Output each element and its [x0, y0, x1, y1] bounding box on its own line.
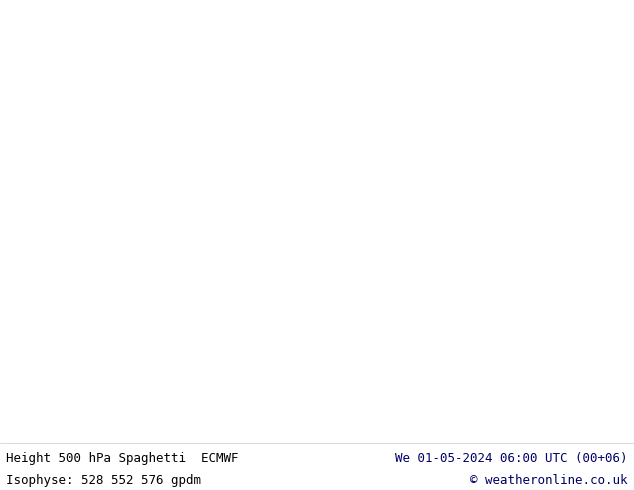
Text: © weatheronline.co.uk: © weatheronline.co.uk: [470, 474, 628, 487]
Text: We 01-05-2024 06:00 UTC (00+06): We 01-05-2024 06:00 UTC (00+06): [395, 452, 628, 465]
Text: Isophyse: 528 552 576 gpdm: Isophyse: 528 552 576 gpdm: [6, 474, 202, 487]
Text: Height 500 hPa Spaghetti  ECMWF: Height 500 hPa Spaghetti ECMWF: [6, 452, 239, 465]
